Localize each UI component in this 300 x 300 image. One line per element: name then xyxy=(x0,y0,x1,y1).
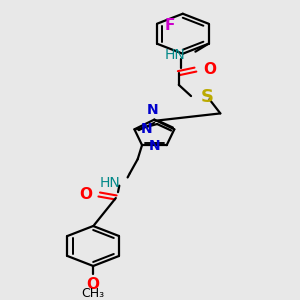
Text: O: O xyxy=(79,187,92,202)
Text: F: F xyxy=(165,18,175,33)
Text: S: S xyxy=(201,88,214,106)
Text: O: O xyxy=(87,277,100,292)
Text: CH₃: CH₃ xyxy=(82,287,105,300)
Text: HN: HN xyxy=(165,49,186,62)
Text: HN: HN xyxy=(99,176,120,190)
Text: N: N xyxy=(148,139,160,153)
Text: O: O xyxy=(203,62,216,77)
Text: N: N xyxy=(141,122,153,136)
Text: N: N xyxy=(146,103,158,117)
